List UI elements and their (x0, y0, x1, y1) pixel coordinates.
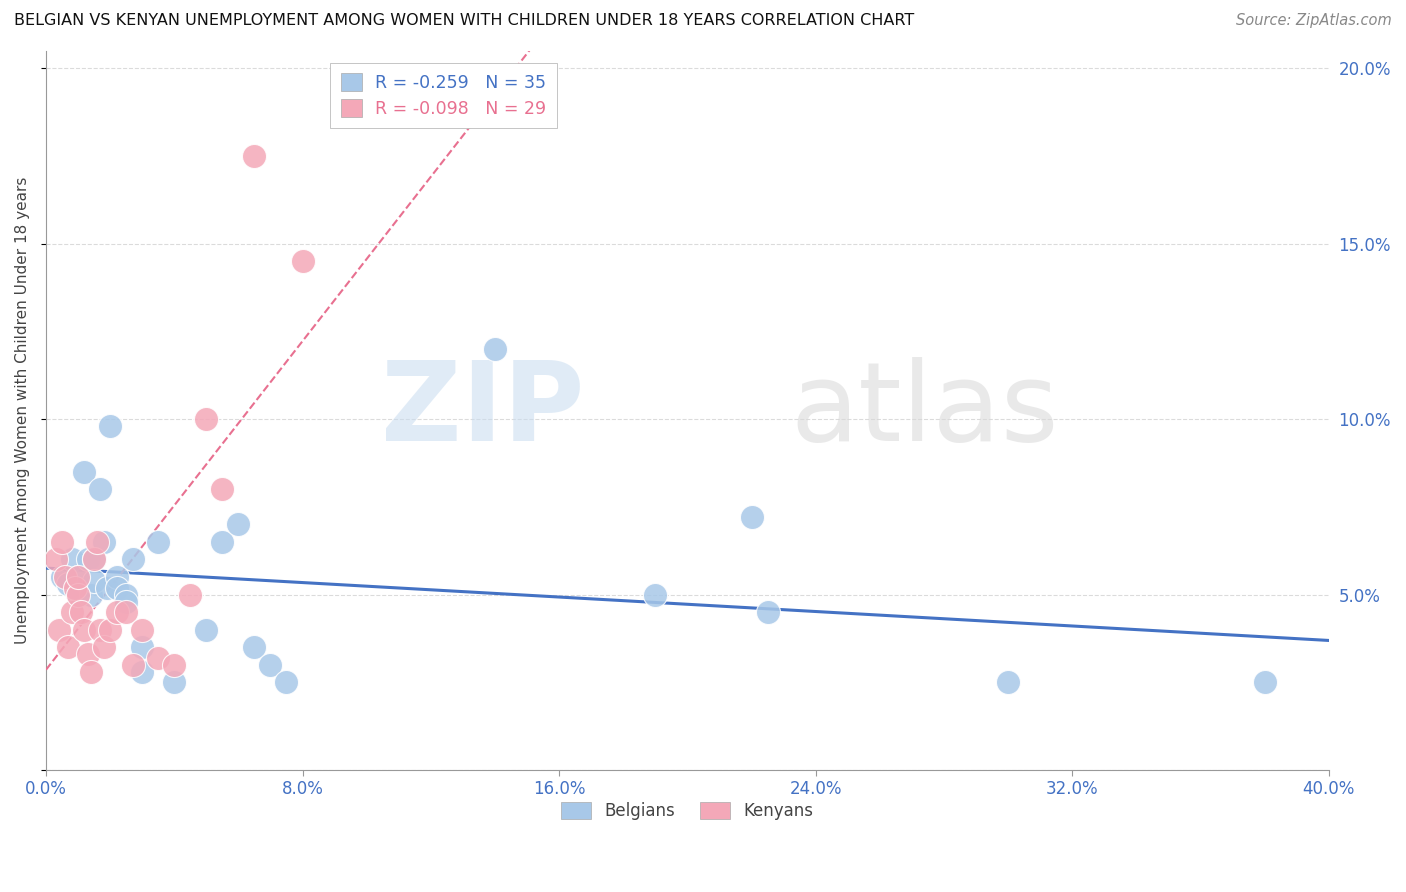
Point (67, 570, 90, 584)
Point (73, 465, 96, 479)
Point (63, 581, 86, 595)
Point (67, 570, 90, 584)
Point (243, 149, 266, 163)
Point (228, 517, 250, 532)
Point (997, 675, 1019, 690)
Point (148, 535, 170, 549)
Point (121, 552, 143, 566)
Point (115, 588, 138, 602)
Point (484, 342, 506, 356)
Point (115, 594, 138, 608)
Point (51, 570, 73, 584)
Point (45, 552, 67, 566)
Point (80, 588, 103, 602)
Point (60, 552, 83, 566)
Text: Source: ZipAtlas.com: Source: ZipAtlas.com (1236, 13, 1392, 29)
Point (644, 588, 666, 602)
Point (131, 665, 153, 679)
Point (86, 535, 108, 549)
Point (741, 510, 763, 524)
Point (211, 483, 233, 497)
Point (131, 623, 153, 637)
Text: BELGIAN VS KENYAN UNEMPLOYMENT AMONG WOMEN WITH CHILDREN UNDER 18 YEARS CORRELAT: BELGIAN VS KENYAN UNEMPLOYMENT AMONG WOM… (14, 13, 914, 29)
Point (756, 605, 779, 619)
Point (83, 552, 105, 566)
Point (83, 574, 105, 588)
Point (276, 675, 298, 690)
Point (80, 665, 103, 679)
Point (148, 650, 170, 665)
Point (89, 483, 111, 497)
Y-axis label: Unemployment Among Women with Children Under 18 years: Unemployment Among Women with Children U… (15, 177, 30, 644)
Point (58, 640, 80, 655)
Point (96, 581, 118, 595)
Point (73, 623, 96, 637)
Point (70, 605, 93, 619)
Point (131, 640, 153, 655)
Point (163, 675, 186, 690)
Text: ZIP: ZIP (381, 357, 585, 464)
Legend: Belgians, Kenyans: Belgians, Kenyans (554, 795, 820, 826)
Point (60, 605, 83, 619)
Point (1253, 675, 1275, 690)
Text: atlas: atlas (790, 357, 1059, 464)
Point (83, 552, 105, 566)
Point (93, 535, 115, 549)
Point (67, 588, 90, 602)
Point (51, 535, 73, 549)
Point (76, 647, 98, 661)
Point (121, 657, 143, 672)
Point (291, 254, 314, 268)
Point (115, 605, 138, 619)
Point (67, 588, 90, 602)
Point (93, 640, 115, 655)
Point (195, 623, 218, 637)
Point (179, 588, 201, 602)
Point (259, 657, 281, 672)
Point (53, 570, 76, 584)
Point (243, 640, 266, 655)
Point (98, 623, 121, 637)
Point (89, 623, 111, 637)
Point (211, 535, 233, 549)
Point (98, 419, 121, 434)
Point (58, 577, 80, 591)
Point (105, 605, 128, 619)
Point (76, 552, 98, 566)
Point (105, 581, 128, 595)
Point (48, 623, 70, 637)
Point (195, 412, 218, 426)
Point (105, 570, 128, 584)
Point (163, 657, 186, 672)
